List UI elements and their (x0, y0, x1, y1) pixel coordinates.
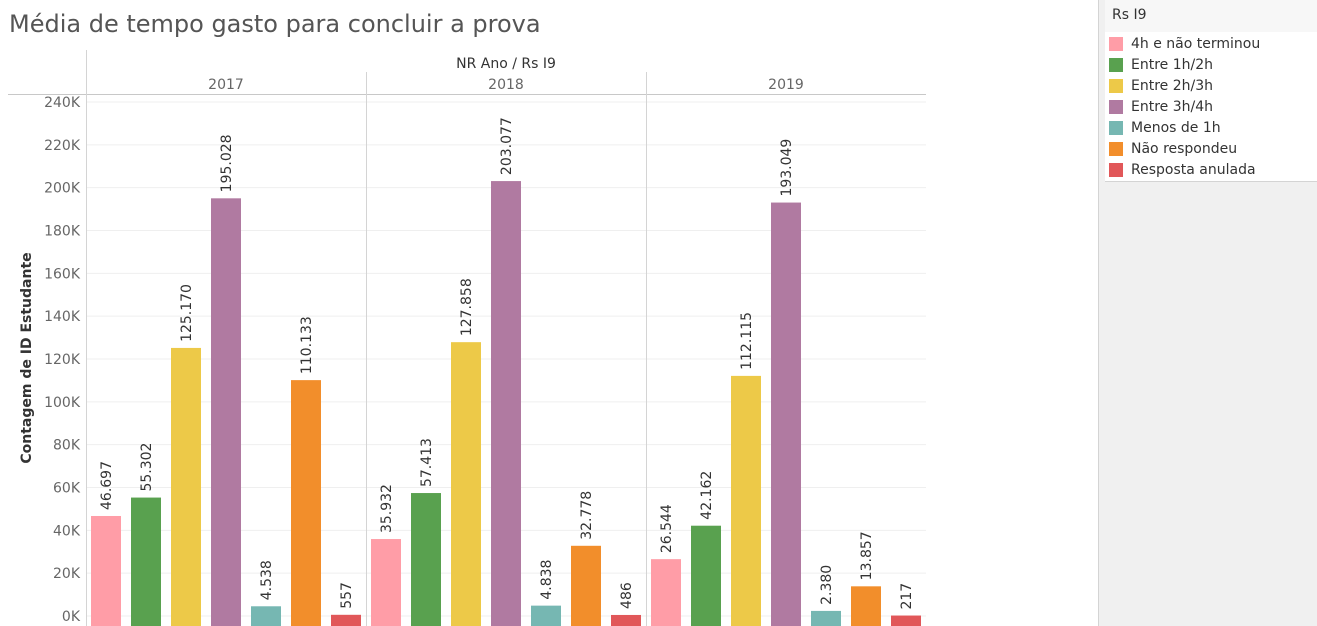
bar[interactable] (251, 606, 281, 626)
legend-swatch (1109, 163, 1123, 177)
y-tick-label: 180K (44, 224, 81, 240)
year-header: 2019 (768, 77, 804, 93)
legend-label: Entre 3h/4h (1131, 99, 1213, 115)
y-tick-label: 120K (44, 352, 81, 368)
data-label: 486 (619, 582, 635, 609)
legend-swatch (1109, 121, 1123, 135)
legend-label: Resposta anulada (1131, 162, 1256, 178)
legend-label: 4h e não terminou (1131, 36, 1261, 52)
data-label: 2.380 (819, 565, 835, 605)
y-tick-label: 0K (62, 609, 81, 625)
year-header: 2018 (488, 77, 524, 93)
bar[interactable] (211, 198, 241, 626)
y-tick-label: 240K (44, 95, 81, 111)
data-label: 26.544 (659, 504, 675, 553)
y-tick-label: 100K (44, 395, 81, 411)
y-tick-label: 20K (53, 566, 81, 582)
legend-item[interactable]: Menos de 1h (1109, 118, 1221, 138)
legend-label: Menos de 1h (1131, 120, 1221, 136)
bar[interactable] (91, 515, 121, 626)
data-label: 203.077 (499, 117, 515, 175)
bar[interactable] (131, 497, 161, 626)
legend-swatch (1109, 37, 1123, 51)
y-tick-label: 160K (44, 266, 81, 282)
data-label: 127.858 (459, 278, 475, 336)
legend: Rs I9 4h e não terminou Entre 1h/2h Entre … (1105, 0, 1317, 182)
legend-panel: Rs I9 4h e não terminou Entre 1h/2h Entre … (1098, 0, 1317, 626)
bar[interactable] (331, 614, 361, 626)
legend-item[interactable]: Resposta anulada (1109, 160, 1256, 180)
y-tick-label: 200K (44, 181, 81, 197)
legend-label: Não respondeu (1131, 141, 1238, 157)
bar[interactable] (171, 347, 201, 626)
bar[interactable] (651, 559, 681, 626)
data-label: 55.302 (139, 443, 155, 492)
legend-title: Rs I9 (1112, 7, 1147, 23)
data-label: 4.538 (259, 560, 275, 600)
bar[interactable] (891, 615, 921, 626)
data-label: 125.170 (179, 284, 195, 342)
legend-item[interactable]: Não respondeu (1109, 139, 1237, 159)
data-label: 217 (899, 583, 915, 610)
y-tick-label: 140K (44, 309, 81, 325)
bar-chart: 0K 20K 40K 60K 80K 100K 120K 140K 160K 180K 200K 22… (8, 50, 926, 626)
bar[interactable] (371, 539, 401, 626)
year-header: 2017 (208, 77, 244, 93)
bar[interactable] (531, 605, 561, 626)
bar[interactable] (451, 342, 481, 626)
data-label: 4.838 (539, 560, 555, 600)
y-tick-label: 80K (53, 438, 81, 454)
data-label: 57.413 (419, 438, 435, 487)
data-label: 193.049 (779, 139, 795, 197)
bar[interactable] (731, 375, 761, 626)
legend-swatch (1109, 100, 1123, 114)
legend-label: Entre 2h/3h (1131, 78, 1213, 94)
y-tick-label: 60K (53, 481, 81, 497)
legend-swatch (1109, 79, 1123, 93)
bar[interactable] (691, 525, 721, 626)
legend-item[interactable]: 4h e não terminou (1109, 34, 1260, 54)
y-axis-label: Contagem de ID Estudante (19, 252, 35, 463)
bar[interactable] (411, 493, 441, 626)
bar[interactable] (491, 181, 521, 626)
data-label: 35.932 (379, 484, 395, 533)
y-tick-label: 40K (53, 523, 81, 539)
data-label: 557 (339, 582, 355, 609)
data-label: 32.778 (579, 491, 595, 540)
y-tick-label: 220K (44, 138, 81, 154)
bar[interactable] (851, 586, 881, 626)
legend-header (1105, 0, 1317, 32)
data-label: 112.115 (739, 312, 755, 370)
bar[interactable] (291, 380, 321, 626)
data-label: 110.133 (299, 316, 315, 374)
bar[interactable] (571, 545, 601, 626)
legend-item[interactable]: Entre 3h/4h (1109, 97, 1213, 117)
legend-item[interactable]: Entre 2h/3h (1109, 76, 1213, 96)
legend-label: Entre 1h/2h (1131, 57, 1213, 73)
data-label: 195.028 (219, 134, 235, 192)
bar[interactable] (771, 202, 801, 626)
column-header: NR Ano / Rs I9 (456, 56, 556, 72)
data-label: 13.857 (859, 531, 875, 580)
data-label: 42.162 (699, 471, 715, 520)
legend-item[interactable]: Entre 1h/2h (1109, 55, 1213, 75)
bar[interactable] (611, 614, 641, 626)
legend-swatch (1109, 58, 1123, 72)
bar[interactable] (811, 610, 841, 626)
legend-swatch (1109, 142, 1123, 156)
data-label: 46.697 (99, 461, 115, 510)
chart-title: Média de tempo gasto para concluir a pro… (9, 10, 541, 38)
